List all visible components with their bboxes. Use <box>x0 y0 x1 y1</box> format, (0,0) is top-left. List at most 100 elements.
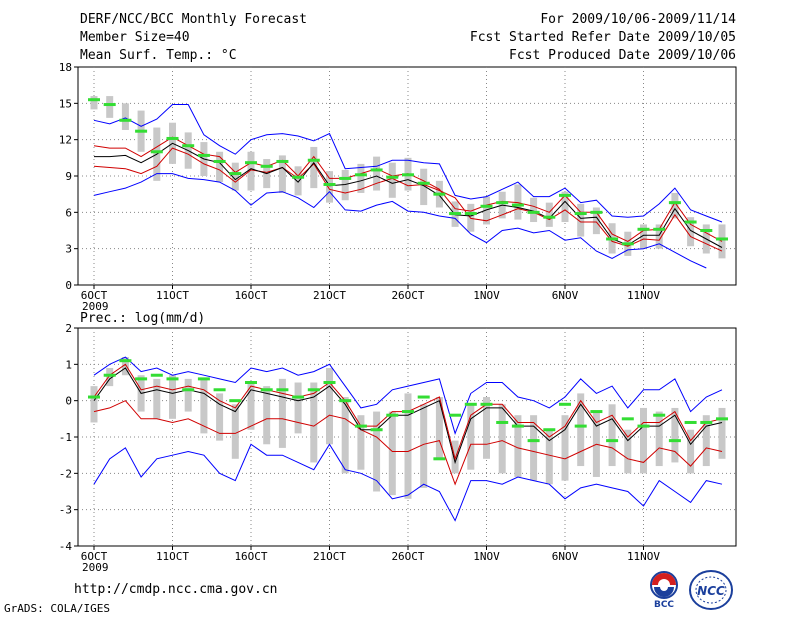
prec-observed-mark <box>606 439 619 443</box>
temp-observed-mark <box>716 237 728 241</box>
prec-spread-box <box>435 397 443 459</box>
prec-spread-box <box>278 378 286 448</box>
prec-observed-mark <box>590 410 603 414</box>
prec-observed-mark <box>637 424 650 428</box>
prec-spread-box <box>294 382 302 434</box>
prec-observed-mark <box>433 457 446 461</box>
prec-observed-mark <box>370 428 383 432</box>
temp-spread-box <box>310 146 318 189</box>
prec-observed-mark <box>559 402 571 406</box>
bcc-logo-text: BCC <box>654 600 674 609</box>
temp-observed-mark <box>511 203 524 207</box>
temp-spread-box <box>655 224 663 249</box>
temp-spread-box <box>687 217 695 247</box>
prec-observed-mark <box>496 420 509 424</box>
prec-spread-box <box>640 407 647 474</box>
prec-series-p25 <box>93 400 723 486</box>
prec-y-tick-label: 0 <box>65 395 72 408</box>
temp-spread-box <box>278 155 286 193</box>
prec-spread-box <box>216 393 224 441</box>
temp-observed-mark <box>590 210 603 214</box>
temp-observed-mark <box>606 237 619 241</box>
prec-observed-mark <box>166 377 179 381</box>
forecast-period: For 2009/10/06-2009/11/14 <box>540 12 736 27</box>
temp-spread-box <box>294 166 302 196</box>
temp-observed-mark <box>559 193 571 197</box>
temp-y-tick-label: 6 <box>65 206 72 219</box>
temp-spread-box <box>106 96 114 118</box>
prec-observed-mark <box>260 388 273 392</box>
prec-observed-mark <box>653 413 666 417</box>
prec-spread-box <box>106 367 114 387</box>
prec-spread-box <box>420 404 428 488</box>
temp-observed-mark <box>182 144 195 148</box>
prec-x-tick-label: 26OCT <box>391 550 424 563</box>
forecast-started: Fcst Started Refer Date 2009/10/05 <box>469 30 736 45</box>
temp-observed-mark <box>574 212 587 216</box>
temp-spread-box <box>388 162 396 198</box>
temp-observed-mark <box>135 129 148 133</box>
temp-observed-mark <box>464 212 477 216</box>
prec-x-tick-label: 1NOV <box>473 550 500 563</box>
temp-observed-mark <box>386 175 399 179</box>
temp-observed-mark <box>637 227 650 231</box>
forecast-produced: Fcst Produced Date 2009/10/06 <box>509 48 736 63</box>
temp-observed-mark <box>276 159 289 163</box>
temp-spread-box <box>577 203 585 237</box>
prec-spread-box <box>671 407 679 463</box>
temp-x-tick-label: 6OCT <box>81 289 108 302</box>
variable-label: Mean Surf. Temp.: °C <box>80 48 237 63</box>
prec-spread-box <box>514 415 522 477</box>
prec-observed-mark <box>464 402 477 406</box>
prec-x-tick-label: 16OCT <box>234 550 267 563</box>
prec-observed-mark <box>103 373 116 377</box>
prec-spread-box <box>483 397 490 459</box>
temp-y-tick-label: 12 <box>59 134 72 147</box>
temp-observed-mark <box>166 136 179 140</box>
prec-observed-mark <box>668 439 681 443</box>
prec-spread-box <box>341 397 349 474</box>
prec-observed-mark <box>339 399 352 403</box>
temp-y-tick-label: 9 <box>65 170 72 183</box>
prec-observed-mark <box>574 424 587 428</box>
temp-observed-mark <box>213 159 226 163</box>
temp-spread-box <box>216 151 224 183</box>
prec-y-tick-label: -2 <box>59 467 72 480</box>
bcc-logo: BCC <box>650 571 678 609</box>
prec-observed-mark <box>197 377 210 381</box>
prec-observed-mark <box>684 420 697 424</box>
prec-observed-mark <box>386 413 399 417</box>
temp-observed-mark <box>668 201 681 205</box>
temp-observed-mark <box>621 242 634 246</box>
prec-spread-box <box>655 411 663 467</box>
prec-series-mean <box>93 367 723 465</box>
temp-observed-mark <box>339 176 352 180</box>
temp-series-p25 <box>93 147 723 252</box>
prec-observed-mark <box>323 381 336 384</box>
temp-observed-mark <box>260 164 273 168</box>
prec-observed-mark <box>213 388 226 392</box>
prec-spread-box <box>200 378 208 434</box>
prec-spread-box <box>357 415 365 470</box>
prec-observed-mark <box>276 388 289 392</box>
temp-observed-mark <box>103 103 116 107</box>
prec-observed-mark <box>119 359 132 363</box>
prec-x-tick-label: 6OCT <box>81 550 108 563</box>
prec-y-tick-label: 1 <box>65 358 72 371</box>
prec-spread-box <box>231 404 239 459</box>
prec-x-year-label: 2009 <box>82 561 109 574</box>
temp-observed-mark <box>307 158 320 162</box>
prec-spread-box <box>530 415 538 481</box>
prec-y-tick-label: 2 <box>65 322 72 335</box>
temp-spread-box <box>90 96 98 110</box>
temp-observed-mark <box>417 181 430 185</box>
prec-spread-box <box>247 382 255 430</box>
temp-spread-box <box>420 168 428 206</box>
temp-x-tick-label: 6NOV <box>552 289 579 302</box>
temp-observed-mark <box>496 201 509 205</box>
temp-observed-mark <box>370 168 383 172</box>
temp-observed-mark <box>88 98 100 102</box>
prec-spread-box <box>388 411 396 496</box>
prec-spread-box <box>184 378 192 412</box>
